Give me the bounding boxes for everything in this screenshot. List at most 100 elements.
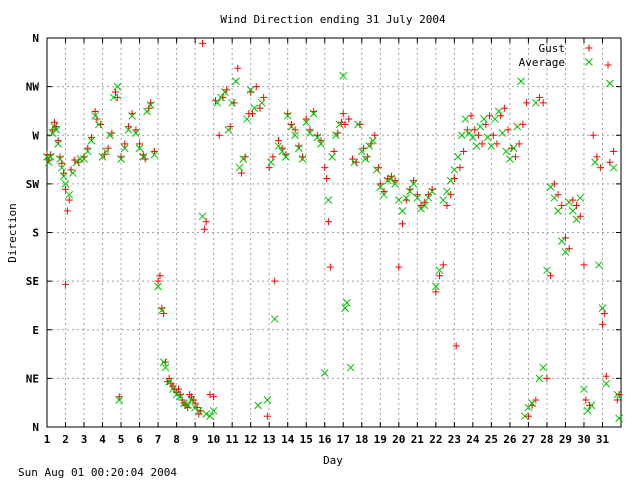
gust-point: [237, 169, 245, 177]
average-point: [69, 169, 77, 177]
average-point: [439, 196, 448, 204]
average-point: [509, 144, 518, 153]
gust-point: [543, 374, 551, 382]
gust-point: [62, 280, 70, 288]
x-tick-label: 11: [226, 433, 240, 446]
gust-point: [67, 166, 75, 174]
x-tick-label: 31: [596, 433, 610, 446]
gust-point: [399, 220, 407, 228]
gust-point: [249, 110, 257, 118]
x-tick-label: 13: [263, 433, 276, 446]
gust-point: [569, 196, 577, 204]
gust-point: [50, 118, 58, 126]
average-point: [287, 122, 296, 131]
average-point: [583, 406, 592, 415]
gust-point: [613, 396, 621, 404]
gust-point: [547, 272, 555, 280]
average-point: [431, 282, 440, 291]
x-tick-label: 28: [540, 433, 553, 446]
average-point: [543, 266, 551, 275]
average-point: [154, 282, 162, 291]
gust-point: [589, 131, 597, 139]
average-point: [246, 86, 255, 94]
x-tick-label: 22: [429, 433, 442, 446]
average-point: [357, 147, 366, 156]
average-point: [469, 133, 477, 142]
average-point: [398, 207, 407, 215]
gust-point: [302, 115, 310, 123]
x-tick-label: 18: [355, 433, 368, 446]
average-point: [602, 379, 611, 388]
average-point: [461, 115, 470, 123]
average-point: [56, 155, 64, 163]
y-tick-label: S: [32, 227, 39, 240]
average-point: [113, 82, 122, 91]
average-point: [594, 261, 603, 269]
average-point: [346, 363, 355, 372]
gust-point: [195, 410, 203, 418]
gust-point: [597, 164, 605, 172]
y-tick-label: E: [32, 324, 39, 337]
average-point: [128, 111, 137, 120]
average-point: [406, 187, 414, 196]
average-point: [613, 390, 622, 399]
gust-point: [474, 131, 482, 139]
gust-point: [380, 187, 388, 195]
gust-point: [160, 310, 168, 318]
average-point: [274, 142, 283, 150]
gust-point: [265, 164, 273, 172]
average-point: [528, 399, 536, 408]
average-point: [224, 125, 233, 134]
average-point: [43, 153, 51, 161]
gust-point: [413, 191, 421, 199]
legend-gust-label: Gust: [539, 42, 566, 55]
average-point: [91, 111, 99, 120]
gust-point: [600, 310, 608, 318]
gust-point: [524, 412, 532, 420]
average-point: [350, 158, 359, 167]
x-tick-label: 9: [192, 433, 199, 446]
gust-point: [113, 93, 121, 101]
average-point: [472, 142, 481, 150]
gust-point: [523, 99, 531, 107]
average-point: [76, 155, 85, 163]
average-point: [435, 266, 444, 275]
gust-point: [215, 131, 223, 139]
average-point: [94, 120, 103, 129]
gust-point: [269, 153, 277, 161]
gust-point: [60, 169, 68, 177]
average-point: [365, 142, 374, 150]
y-tick-label: W: [32, 129, 39, 142]
gust-point: [200, 225, 208, 233]
average-point: [135, 144, 144, 153]
average-point: [313, 133, 322, 142]
average-point: [591, 158, 599, 167]
average-point: [476, 122, 485, 131]
gust-point: [443, 201, 451, 209]
gust-point: [432, 288, 440, 296]
average-point: [615, 414, 624, 423]
gust-point: [145, 104, 153, 112]
gust-point: [199, 39, 207, 47]
gust-point: [602, 372, 610, 380]
gust-point: [606, 158, 614, 166]
legend-average-label: Average: [519, 56, 565, 69]
average-point: [409, 180, 418, 188]
y-tick-label: N: [32, 32, 39, 45]
y-tick-label: N: [32, 421, 39, 434]
average-point: [457, 131, 466, 140]
average-point: [172, 390, 181, 399]
gust-point: [536, 93, 544, 101]
average-point: [209, 406, 218, 415]
gust-point: [391, 177, 399, 185]
average-point: [502, 147, 511, 156]
average-point: [324, 196, 333, 204]
gust-point: [165, 374, 173, 382]
average-point: [194, 406, 203, 415]
gust-point: [478, 140, 486, 148]
gust-point: [598, 320, 606, 328]
average-point: [65, 190, 74, 199]
gust-point: [493, 140, 501, 148]
x-tick-label: 16: [318, 433, 332, 446]
gust-point: [321, 164, 329, 172]
